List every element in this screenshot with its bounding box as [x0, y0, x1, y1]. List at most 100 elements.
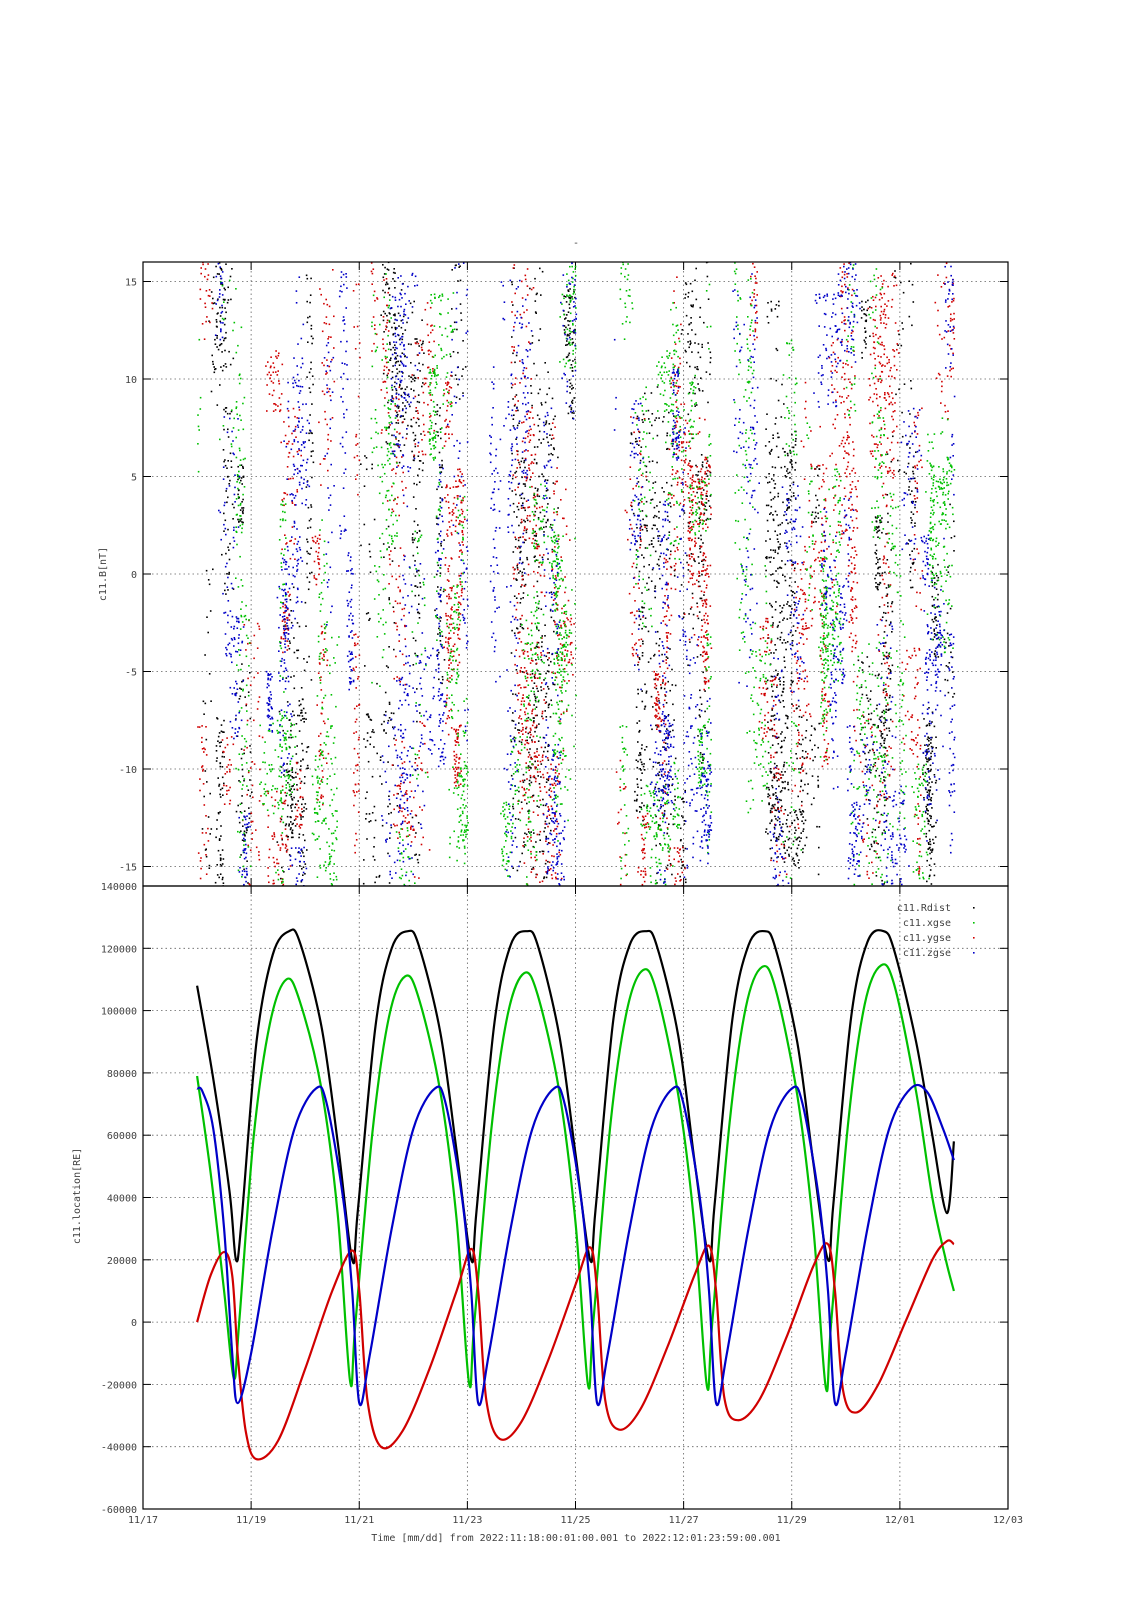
scatter-point: [513, 346, 515, 348]
scatter-point: [398, 565, 400, 567]
scatter-point: [542, 776, 545, 779]
scatter-point: [931, 849, 934, 852]
scatter-point: [458, 556, 460, 558]
scatter-point: [462, 544, 464, 546]
scatter-point: [664, 742, 667, 744]
scatter-point: [525, 539, 527, 541]
scatter-point: [369, 820, 372, 822]
scatter-point: [540, 654, 543, 656]
scatter-point: [779, 612, 782, 614]
scatter-point: [448, 507, 450, 509]
scatter-point: [638, 624, 641, 626]
scatter-point: [535, 777, 537, 780]
scatter-point: [453, 750, 455, 753]
scatter-point: [457, 280, 459, 282]
scatter-point: [926, 809, 928, 811]
scatter-point: [638, 754, 640, 757]
scatter-point: [538, 475, 540, 478]
scatter-point: [253, 634, 256, 637]
scatter-point: [546, 489, 549, 491]
scatter-point: [226, 467, 228, 469]
scatter-point: [551, 877, 554, 880]
scatter-point: [370, 719, 373, 721]
scatter-point: [649, 758, 651, 761]
scatter-point: [325, 322, 328, 325]
scatter-point: [366, 732, 369, 734]
scatter-point: [879, 716, 882, 718]
scatter-point: [412, 554, 415, 557]
scatter-point: [773, 474, 775, 476]
scatter-point: [539, 830, 542, 833]
scatter-point: [775, 304, 778, 306]
scatter-point: [249, 745, 251, 747]
scatter-point: [293, 651, 296, 654]
scatter-point: [284, 843, 287, 846]
scatter-point: [526, 517, 528, 520]
scatter-point: [460, 770, 462, 772]
scatter-point: [270, 796, 273, 799]
scatter-point: [375, 255, 377, 257]
scatter-point: [765, 831, 767, 833]
scatter-point: [243, 840, 245, 842]
scatter-point: [517, 450, 519, 453]
scatter-point: [543, 526, 545, 529]
scatter-point: [914, 501, 917, 503]
scatter-point: [670, 938, 672, 940]
scatter-point: [526, 556, 528, 559]
scatter-point: [544, 696, 547, 698]
scatter-point: [397, 837, 399, 839]
scatter-point: [699, 696, 702, 699]
scatter-point: [789, 631, 792, 634]
scatter-point: [216, 757, 218, 759]
scatter-point: [392, 271, 395, 274]
scatter-point: [514, 836, 517, 839]
scatter-point: [363, 485, 366, 487]
scatter-point: [794, 826, 796, 829]
scatter-point: [515, 354, 518, 357]
scatter-point: [556, 825, 559, 828]
scatter-point: [877, 800, 879, 803]
scatter-point: [516, 563, 519, 566]
scatter-point: [647, 630, 650, 633]
scatter-point: [650, 695, 653, 698]
scatter-point: [277, 370, 279, 372]
scatter-point: [275, 350, 277, 352]
scatter-point: [458, 523, 460, 525]
scatter-point: [630, 433, 633, 436]
scatter-point: [935, 736, 937, 738]
scatter-point: [537, 677, 539, 679]
scatter-point: [658, 644, 660, 647]
scatter-point: [526, 651, 529, 653]
scatter-point: [375, 242, 377, 244]
scatter-point: [794, 630, 797, 632]
scatter-point: [656, 977, 658, 979]
scatter-point: [703, 558, 705, 561]
scatter-point: [520, 801, 523, 803]
scatter-point: [529, 736, 531, 739]
scatter-point: [669, 892, 671, 894]
scatter-point: [514, 727, 517, 729]
scatter-point: [534, 539, 536, 542]
scatter-point: [460, 572, 463, 575]
scatter-point: [386, 442, 389, 445]
scatter-point: [777, 838, 780, 841]
scatter-point: [709, 361, 712, 364]
scatter-point: [286, 640, 288, 642]
scatter-point: [275, 355, 277, 358]
scatter-point: [512, 267, 515, 269]
scatter-point: [414, 854, 416, 856]
scatter-point: [775, 840, 777, 842]
scatter-point: [814, 511, 817, 514]
scatter-point: [552, 683, 555, 686]
scatter-point: [216, 718, 219, 720]
scatter-point: [538, 545, 540, 548]
scatter-point: [776, 674, 779, 676]
scatter-point: [523, 837, 525, 839]
scatter-point: [518, 732, 520, 734]
scatter-point: [782, 684, 785, 686]
scatter-point: [219, 859, 222, 862]
scatter-point: [949, 607, 952, 610]
scatter-point: [392, 726, 394, 728]
scatter-point: [278, 397, 281, 399]
scatter-point: [419, 806, 421, 808]
